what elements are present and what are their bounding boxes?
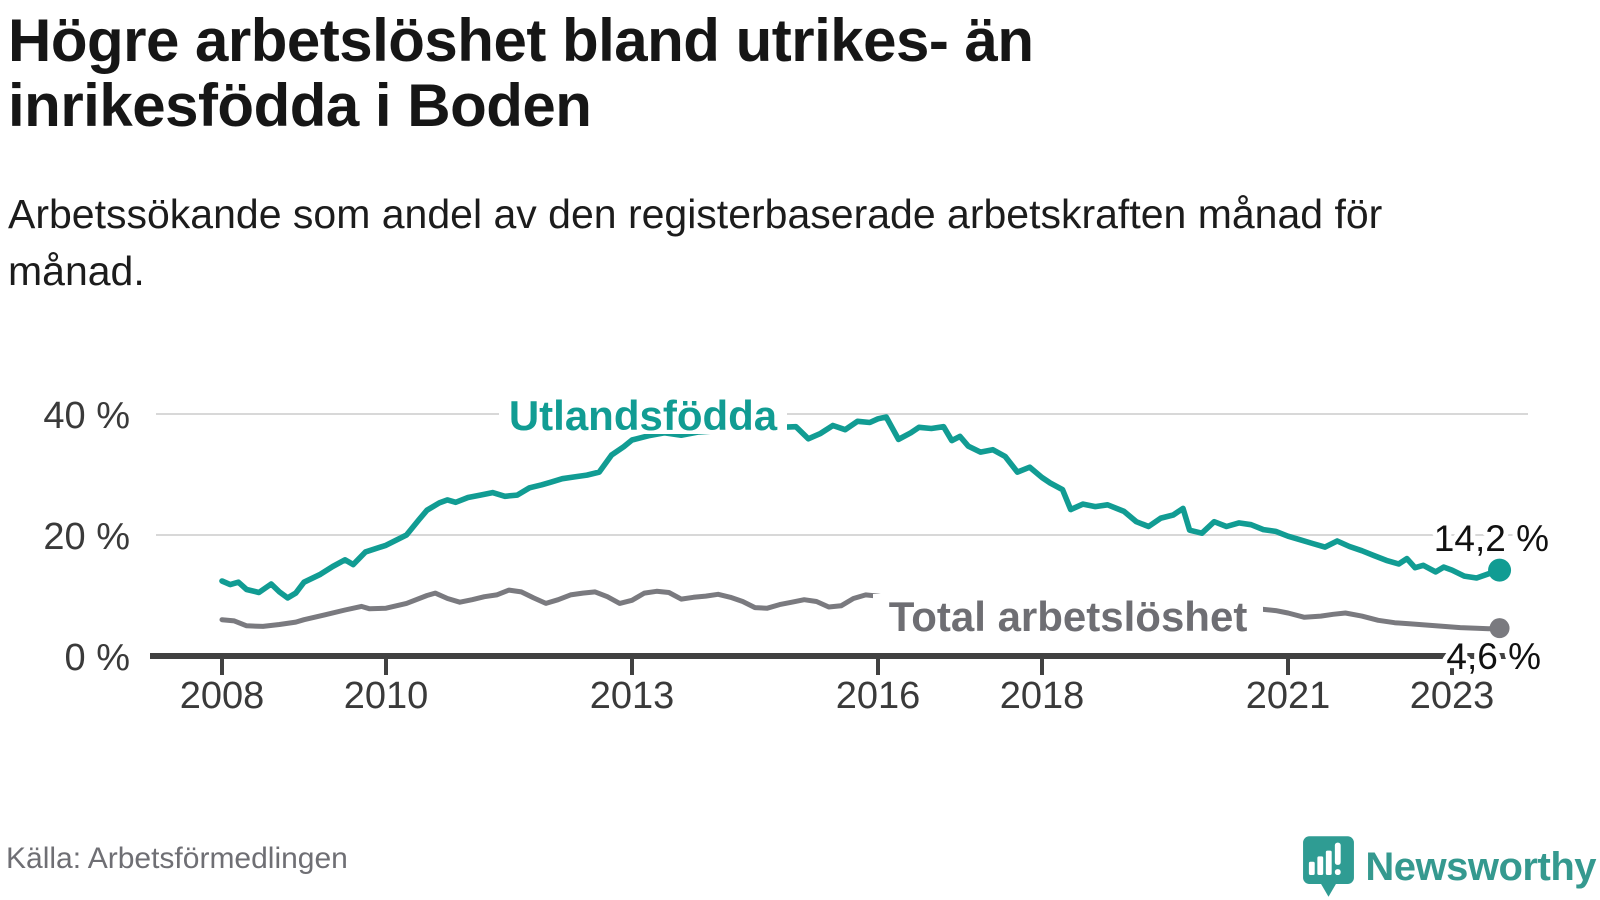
series-label-total: Total arbetslöshet [889, 593, 1248, 640]
chart-subtitle: Arbetssökande som andel av den registerb… [8, 191, 1383, 295]
y-tick-label: 40 % [43, 395, 130, 437]
x-tick-label-2013: 2013 [590, 675, 675, 717]
series-label-box [873, 594, 1263, 638]
x-tick-label-2010: 2010 [344, 675, 429, 717]
series-label-utlandsfodda: Utlandsfödda [509, 392, 778, 439]
newsworthy-pin-icon [1303, 835, 1355, 897]
series-line-total [219, 587, 1503, 632]
x-tick-label-2016: 2016 [836, 675, 921, 717]
x-tick-label-2018: 2018 [1000, 675, 1085, 717]
series-label-box [499, 392, 787, 434]
x-tick-label-2021: 2021 [1246, 675, 1331, 717]
end-value-label-total: 4,6 % [1446, 636, 1541, 677]
x-tick-label-2008: 2008 [180, 675, 265, 717]
page-title: Högre arbetslöshet bland utrikes- än inr… [8, 7, 1034, 140]
series-end-dot-utlandsfodda [1488, 558, 1512, 582]
end-value-label-utlandsfodda: 14,2 % [1434, 518, 1549, 559]
series-line-utlandsfodda [219, 414, 1503, 601]
brand-name: Newsworthy [1365, 844, 1596, 889]
series-end-dot-total [1489, 618, 1510, 639]
y-tick-label: 20 % [43, 516, 130, 558]
y-tick-label: 0 % [65, 637, 130, 679]
source-note: Källa: Arbetsförmedlingen [6, 842, 348, 875]
brand-logo: Newsworthy [1302, 832, 1596, 900]
x-tick-label-2023: 2023 [1410, 675, 1495, 717]
